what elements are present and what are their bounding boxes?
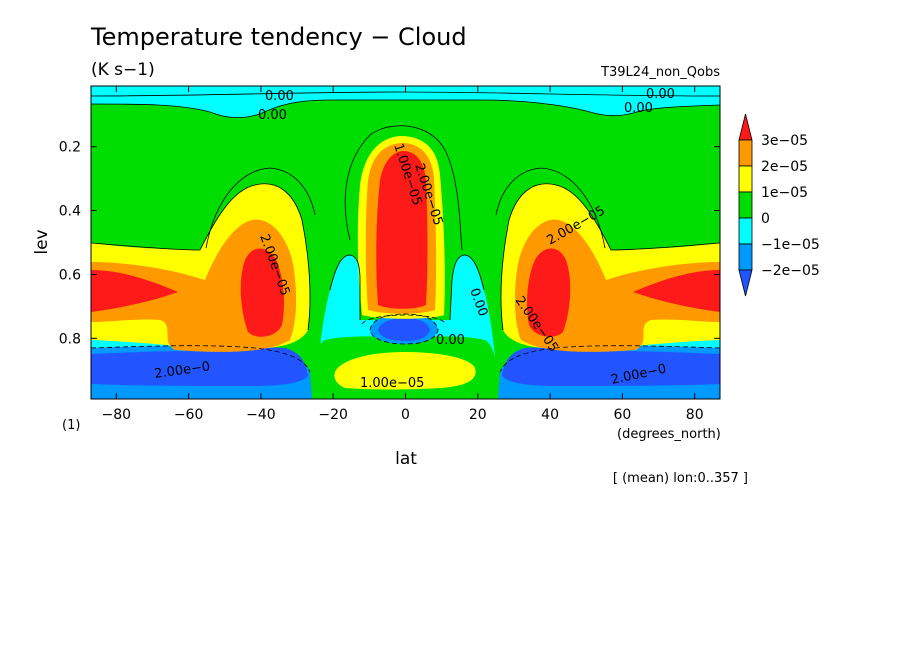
equatorial-negative-core <box>378 318 430 341</box>
contour-label: 0.00 <box>624 101 653 116</box>
colorbar-segment <box>738 113 753 141</box>
x-tick-label: 0 <box>401 407 410 423</box>
negative-contour-lines <box>91 313 720 373</box>
lower-tropical-yellow <box>334 352 476 390</box>
colorbar-label: 1e−05 <box>761 185 808 201</box>
x-axis: −80 −60 −40 −20 0 20 40 60 80 <box>102 86 704 423</box>
plot-area <box>91 86 720 399</box>
colorbar-label: −2e−05 <box>761 263 820 279</box>
units-label: (K s−1) <box>91 60 155 80</box>
x-tick-label: −40 <box>246 407 276 423</box>
y-tick-label: 0.6 <box>59 267 81 283</box>
colorbar-segment <box>738 139 753 167</box>
nh-lower-blue <box>502 347 720 386</box>
colorbar-label: 0 <box>761 211 770 227</box>
footer-label: [ (mean) lon:0..357 ] <box>613 471 748 486</box>
x-tick-label: −20 <box>318 407 348 423</box>
contour-label: 0.00 <box>265 89 294 104</box>
contour-label: 0.00 <box>436 333 465 348</box>
x-tick-label: −60 <box>174 407 204 423</box>
sh-polar-red <box>91 270 178 312</box>
y-tick-label: 0.8 <box>59 331 81 347</box>
contour-label: 1.00e−05 <box>360 376 424 391</box>
x-tick-label: 20 <box>469 407 487 423</box>
sh-midlat-red <box>240 248 284 337</box>
sh-lower-blue <box>91 347 308 386</box>
center-column-red <box>376 151 428 309</box>
colorbar-label: 2e−05 <box>761 159 808 175</box>
contour-lines <box>91 91 720 331</box>
colorbar-segment <box>738 191 753 219</box>
colorbar-segment <box>738 165 753 193</box>
y-tick-label: 0.2 <box>59 140 81 156</box>
colorbar-label: 3e−05 <box>761 133 808 149</box>
x-axis-label: lat <box>395 449 417 469</box>
y-unit-label: (1) <box>62 418 80 433</box>
colorbar: 3e−05 2e−05 1e−05 0 −1e−05 −2e−05 <box>738 113 820 297</box>
colorbar-segment <box>738 269 753 297</box>
chart-title: Temperature tendency − Cloud <box>90 23 467 51</box>
contour-label: 0.00 <box>646 87 675 102</box>
colorbar-label: −1e−05 <box>761 237 820 253</box>
x-tick-label: −80 <box>102 407 132 423</box>
x-tick-label: 80 <box>686 407 704 423</box>
contour-label: 0.00 <box>258 108 287 123</box>
x-tick-label: 40 <box>541 407 559 423</box>
x-tick-label: 60 <box>613 407 631 423</box>
colorbar-segment <box>738 217 753 245</box>
nh-midlat-red <box>527 248 571 337</box>
y-tick-label: 0.4 <box>59 204 81 220</box>
colorbar-segment <box>738 243 753 271</box>
run-label: T39L24_non_Qobs <box>600 65 720 80</box>
x-unit-label: (degrees_north) <box>617 427 721 442</box>
nh-polar-red <box>633 270 720 312</box>
y-axis-label: lev <box>32 229 52 254</box>
y-axis: 0.2 0.4 0.6 0.8 <box>59 140 720 347</box>
